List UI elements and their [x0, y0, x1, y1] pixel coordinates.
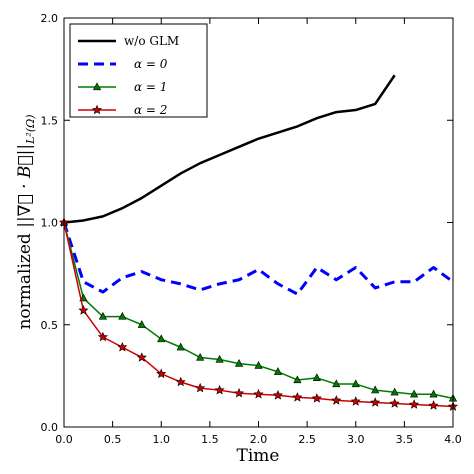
data-point	[234, 358, 244, 367]
data-point	[389, 398, 400, 408]
data-point	[331, 395, 342, 405]
legend: w/o GLM α = 0 α = 1 α = 2	[69, 23, 208, 118]
legend-label: α = 2	[134, 103, 167, 117]
y-tick-label: 0.0	[41, 421, 59, 434]
x-tick-label: 3.0	[347, 433, 365, 446]
data-point	[118, 311, 127, 320]
series-0	[63, 74, 396, 224]
data-point	[117, 341, 128, 352]
data-point	[293, 375, 302, 384]
data-point	[253, 388, 264, 399]
data-point	[370, 397, 381, 407]
x-tick-label: 2.5	[298, 433, 316, 446]
data-point	[196, 352, 205, 361]
data-point	[98, 311, 107, 320]
data-point	[137, 320, 146, 328]
data-point	[214, 384, 225, 395]
data-point	[371, 385, 380, 394]
series-line	[63, 74, 396, 224]
series-1	[62, 222, 454, 296]
y-tick-label: 2.0	[41, 12, 59, 25]
legend-label: w/o GLM	[124, 34, 179, 48]
data-point	[428, 400, 439, 410]
data-point	[215, 354, 224, 363]
data-point	[292, 392, 303, 402]
tick-labels: 0.0 0.5 1.0 1.5 2.0 2.5 3.0 3.5 4.0 0.0 0.5 1.0 1.5 2…	[41, 12, 462, 446]
x-tick-label: 0.0	[55, 433, 73, 446]
series-3	[58, 217, 459, 411]
data-point	[157, 334, 166, 343]
x-tick-label: 3.5	[396, 433, 414, 446]
y-tick-label: 0.5	[41, 319, 59, 332]
x-tick-label: 0.5	[104, 433, 122, 446]
data-point	[136, 352, 147, 362]
y-axis-label-suffix: ||	[15, 144, 35, 155]
x-tick-label: 1.0	[153, 433, 171, 446]
x-tick-label: 4.0	[444, 433, 462, 446]
legend-box	[69, 23, 208, 118]
data-point	[429, 389, 438, 398]
y-axis-label-prefix: normalized ||	[15, 216, 35, 329]
data-point	[156, 368, 167, 379]
legend-label: α = 1	[134, 80, 167, 94]
series-line	[63, 222, 454, 400]
data-point	[409, 399, 420, 409]
data-point	[410, 389, 419, 398]
series-layer	[58, 74, 459, 411]
data-point	[254, 361, 263, 369]
data-point	[350, 396, 361, 406]
series-line	[62, 222, 454, 296]
data-point	[311, 393, 322, 403]
data-point	[97, 331, 108, 342]
y-tick-label: 1.0	[41, 217, 59, 230]
x-tick-label: 1.5	[201, 433, 219, 446]
data-point	[312, 373, 321, 382]
data-point	[78, 305, 89, 315]
y-axis-label: normalized ||∇⃗ · B⃗||L²(Ω)	[15, 114, 37, 329]
data-point	[273, 367, 283, 375]
data-point	[390, 387, 399, 396]
data-point	[234, 387, 245, 398]
y-tick-label: 1.5	[41, 114, 59, 127]
data-point	[332, 379, 341, 388]
data-point	[272, 390, 283, 400]
y-axis-label-expr: ∇⃗ · B⃗	[15, 155, 35, 216]
data-point	[176, 342, 185, 351]
x-tick-label: 2.0	[250, 433, 268, 446]
data-point	[351, 379, 360, 388]
data-point	[175, 376, 186, 387]
legend-marker	[92, 82, 102, 91]
legend-label: α = 0	[134, 57, 168, 71]
plot-frame	[63, 17, 454, 428]
x-axis-label: Time	[237, 446, 280, 466]
series-2	[59, 217, 458, 402]
legend-marker	[91, 104, 103, 115]
y-axis-label-sub: L²(Ω)	[24, 114, 37, 144]
data-point	[195, 382, 206, 393]
